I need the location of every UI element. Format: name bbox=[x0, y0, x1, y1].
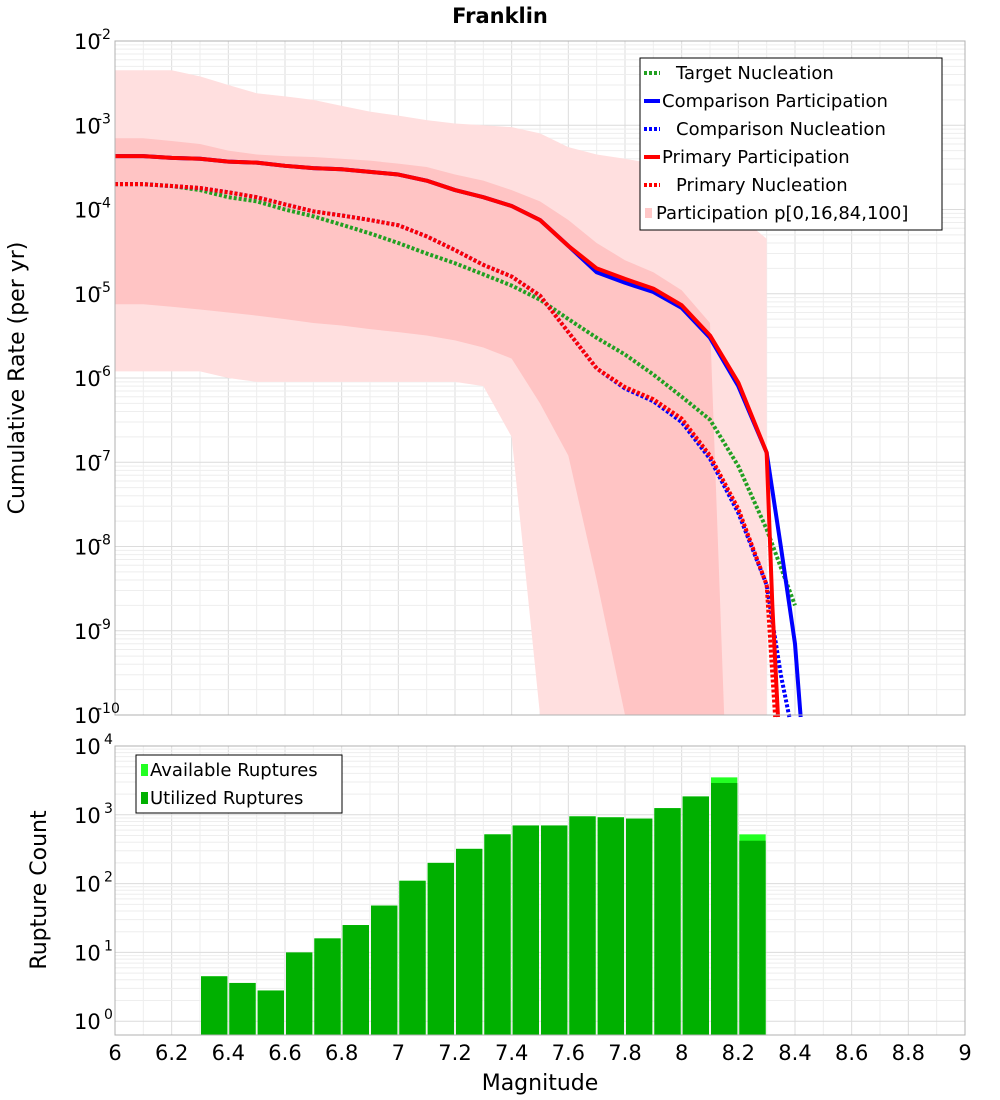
utilized-bar bbox=[682, 796, 709, 1035]
y-tick-exponent: -7 bbox=[97, 448, 111, 464]
utilized-bar bbox=[229, 982, 256, 1035]
utilized-bar bbox=[739, 840, 766, 1035]
bottom-x-ticks: 6 6.2 6.4 6.6 6.8 7 7.2 7.4 7.6 7.8 8 8.2 8.4 8.6 8.8 9 bbox=[108, 1041, 971, 1065]
y-tick-label: 10 bbox=[74, 30, 101, 54]
x-tick-label: 7.8 bbox=[608, 1041, 641, 1065]
y-tick-label: 10 bbox=[74, 620, 101, 644]
utilized-bar bbox=[626, 818, 653, 1035]
utilized-bar bbox=[427, 862, 454, 1035]
utilized-bar bbox=[201, 976, 228, 1035]
top-legend: Target Nucleation Comparison Participatio… bbox=[639, 57, 943, 231]
x-tick-label: 8.6 bbox=[835, 1041, 868, 1065]
legend-item-comparison-nucleation: Comparison Nucleation bbox=[676, 119, 886, 140]
top-y-ticks: 10-210-310-410-510-610-710-810-910-10 bbox=[74, 27, 120, 728]
utilized-bar bbox=[456, 848, 483, 1035]
y-tick-label: 10 bbox=[74, 941, 101, 965]
y-tick-exponent: -8 bbox=[97, 533, 111, 549]
legend-box bbox=[135, 754, 343, 814]
band-p16-p84 bbox=[115, 138, 725, 716]
utilized-bar bbox=[654, 808, 681, 1035]
x-tick-label: 8.8 bbox=[892, 1041, 925, 1065]
y-tick-label: 10 bbox=[74, 873, 101, 897]
x-tick-label: 7.2 bbox=[438, 1041, 471, 1065]
y-tick-label: 10 bbox=[74, 199, 101, 223]
x-tick-label: 6.4 bbox=[212, 1041, 245, 1065]
top-plot-frame bbox=[114, 40, 966, 716]
legend-item-target-nucleation: Target Nucleation bbox=[675, 63, 834, 84]
y-tick-exponent: -3 bbox=[97, 111, 111, 127]
legend-item-available-ruptures-swatch bbox=[141, 764, 148, 776]
y-tick-label: 10 bbox=[74, 367, 101, 391]
y-tick-exponent: 1 bbox=[104, 938, 113, 954]
x-tick-label: 8.2 bbox=[722, 1041, 755, 1065]
y-tick-exponent: -6 bbox=[97, 364, 111, 380]
y-tick-label: 10 bbox=[74, 1010, 101, 1034]
legend-item-participation-p-0-16-84-100--swatch bbox=[645, 208, 652, 218]
utilized-bar bbox=[711, 782, 738, 1035]
utilized-bar bbox=[399, 880, 426, 1035]
utilized-bar bbox=[484, 834, 511, 1035]
utilized-bar bbox=[597, 817, 624, 1035]
y-tick-exponent: 3 bbox=[104, 801, 113, 817]
x-tick-label: 6.2 bbox=[155, 1041, 188, 1065]
line-primary-participation bbox=[115, 154, 780, 718]
y-tick-label: 10 bbox=[74, 735, 101, 759]
utilized-bar bbox=[342, 925, 369, 1035]
legend-item-utilized-ruptures-swatch bbox=[141, 792, 148, 804]
utilized-bar bbox=[314, 938, 341, 1035]
y-tick-exponent: -10 bbox=[97, 701, 120, 717]
legend-item-comparison-participation: Comparison Participation bbox=[662, 91, 888, 112]
utilized-bar bbox=[371, 905, 398, 1035]
bottom-plot-frame bbox=[114, 745, 966, 1036]
x-tick-label: 6.8 bbox=[325, 1041, 358, 1065]
y-tick-label: 10 bbox=[74, 804, 101, 828]
line-target-nucleation bbox=[115, 182, 797, 607]
top-y-axis-label: Cumulative Rate (per yr) bbox=[5, 242, 30, 515]
legend-item-primary-nucleation: Primary Nucleation bbox=[676, 175, 848, 196]
y-tick-exponent: 4 bbox=[104, 732, 113, 748]
y-tick-exponent: -2 bbox=[97, 27, 111, 43]
y-tick-exponent: -9 bbox=[97, 617, 111, 633]
chart-title: Franklin bbox=[452, 4, 548, 28]
x-tick-label: 8.4 bbox=[778, 1041, 811, 1065]
y-tick-label: 10 bbox=[74, 451, 101, 475]
utilized-bar bbox=[541, 825, 568, 1035]
x-tick-label: 7.6 bbox=[552, 1041, 585, 1065]
legend-item-utilized-ruptures: Utilized Ruptures bbox=[150, 788, 303, 809]
x-tick-label: 6.6 bbox=[268, 1041, 301, 1065]
utilized-bar bbox=[257, 990, 284, 1035]
y-tick-exponent: -5 bbox=[97, 280, 111, 296]
y-tick-exponent: 2 bbox=[104, 870, 113, 886]
x-tick-label: 9 bbox=[958, 1041, 971, 1065]
y-tick-label: 10 bbox=[74, 283, 101, 307]
x-tick-label: 8 bbox=[675, 1041, 688, 1065]
x-axis-label: Magnitude bbox=[482, 1071, 599, 1096]
y-tick-label: 10 bbox=[74, 114, 101, 138]
y-tick-label: 10 bbox=[74, 536, 101, 560]
utilized-bar bbox=[512, 825, 539, 1035]
top-lines bbox=[115, 154, 803, 718]
legend-box bbox=[639, 57, 943, 231]
y-tick-exponent: -4 bbox=[97, 196, 111, 212]
bottom-bars bbox=[201, 777, 766, 1035]
legend-item-primary-participation: Primary Participation bbox=[662, 147, 850, 168]
utilized-bar bbox=[286, 952, 313, 1035]
bottom-legend: Available Ruptures Utilized Ruptures bbox=[135, 754, 343, 814]
y-tick-label: 10 bbox=[74, 704, 101, 728]
bottom-y-axis-label: Rupture Count bbox=[27, 810, 52, 970]
x-tick-label: 7 bbox=[392, 1041, 405, 1065]
top-bands bbox=[115, 70, 767, 716]
y-tick-exponent: 0 bbox=[104, 1007, 113, 1023]
legend-item-available-ruptures: Available Ruptures bbox=[150, 760, 318, 781]
legend-item-participation-p-0-16-84-100-: Participation p[0,16,84,100] bbox=[656, 203, 908, 224]
x-tick-label: 7.4 bbox=[495, 1041, 528, 1065]
line-comparison-nucleation bbox=[115, 182, 792, 718]
x-tick-label: 6 bbox=[108, 1041, 121, 1065]
line-primary-nucleation bbox=[115, 182, 778, 718]
utilized-bar bbox=[569, 816, 596, 1035]
